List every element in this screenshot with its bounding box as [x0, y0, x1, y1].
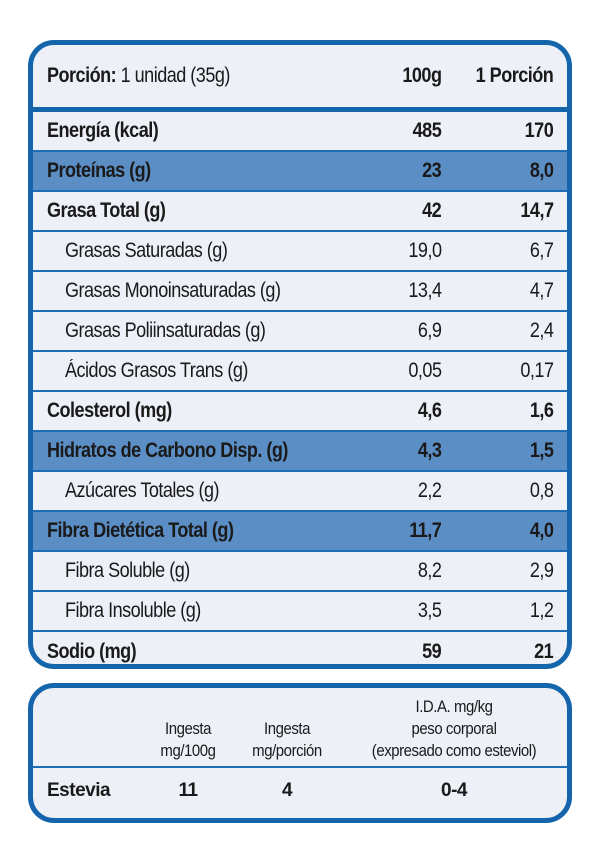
value-portion: 8,0 — [529, 159, 553, 182]
value-100g: 4,6 — [417, 399, 441, 422]
value-100g: 19,0 — [407, 239, 442, 262]
row-label: Grasas Saturadas (g) — [65, 239, 228, 262]
table-header: Porción: 1 unidad (35g) 100g 1 Porción — [33, 45, 567, 112]
value-portion: 14,7 — [519, 199, 554, 222]
value-portion: 170 — [524, 119, 553, 142]
table-row-fibra-dietetica: Fibra Dietética Total (g) 11,7 4,0 — [33, 512, 567, 552]
row-label: Colesterol (mg) — [47, 399, 172, 422]
row-label: Proteínas (g) — [47, 159, 151, 182]
value-100g: 485 — [412, 119, 441, 142]
value-100g: 13,4 — [407, 279, 442, 302]
table-row-energia: Energía (kcal) 485 170 — [33, 112, 567, 152]
col-header-ingesta-100g: Ingesta mg/100g — [160, 719, 216, 760]
table-row-grasas-saturadas: Grasas Saturadas (g) 19,0 6,7 — [33, 232, 567, 272]
row-label: Hidratos de Carbono Disp. (g) — [47, 439, 288, 462]
value-100g: 23 — [421, 159, 442, 182]
value-portion: 2,9 — [529, 559, 553, 582]
value-portion: 1,2 — [529, 599, 553, 622]
table-row-sodio: Sodio (mg) 59 21 — [33, 632, 567, 664]
value-100g: 4,3 — [417, 439, 441, 462]
table-row-grasas-monoinsaturadas: Grasas Monoinsaturadas (g) 13,4 4,7 — [33, 272, 567, 312]
col-header-ida: I.D.A. mg/kg peso corporal (expresado co… — [371, 697, 537, 760]
table-row-acidos-grasos-trans: Ácidos Grasos Trans (g) 0,05 0,17 — [33, 352, 567, 392]
row-label: Grasas Poliinsaturadas (g) — [65, 319, 266, 342]
row-label: Ácidos Grasos Trans (g) — [65, 359, 248, 382]
table-row-azucares-totales: Azúcares Totales (g) 2,2 0,8 — [33, 472, 567, 512]
row-label: Energía (kcal) — [47, 119, 159, 142]
table-row-grasa-total: Grasa Total (g) 42 14,7 — [33, 192, 567, 232]
sweetener-mg-portion: 4 — [281, 779, 293, 801]
value-100g: 8,2 — [417, 559, 441, 582]
value-100g: 59 — [421, 640, 442, 663]
sweetener-table-header: Ingesta mg/100g Ingesta mg/porción I.D.A… — [33, 688, 567, 768]
col-header-ingesta-porcion: Ingesta mg/porción — [252, 719, 322, 760]
row-label: Fibra Dietética Total (g) — [47, 519, 234, 542]
row-label: Grasas Monoinsaturadas (g) — [65, 279, 281, 302]
value-100g: 3,5 — [417, 599, 441, 622]
value-portion: 21 — [533, 640, 554, 663]
value-portion: 4,7 — [529, 279, 553, 302]
value-portion: 4,0 — [529, 519, 553, 542]
value-portion: 1,5 — [529, 439, 553, 462]
value-100g: 11,7 — [408, 519, 442, 542]
row-label: Fibra Insoluble (g) — [65, 599, 201, 622]
table-row-colesterol: Colesterol (mg) 4,6 1,6 — [33, 392, 567, 432]
table-row-grasas-poliinsaturadas: Grasas Poliinsaturadas (g) 6,9 2,4 — [33, 312, 567, 352]
table-row-fibra-soluble: Fibra Soluble (g) 8,2 2,9 — [33, 552, 567, 592]
table-row-proteinas: Proteínas (g) 23 8,0 — [33, 152, 567, 192]
col-header-portion: 1 Porción — [475, 64, 553, 87]
sweetener-row-estevia: Estevia 11 4 0-4 — [33, 768, 567, 813]
col-header-100g: 100g — [401, 64, 442, 87]
row-label: Fibra Soluble (g) — [65, 559, 190, 582]
value-portion: 0,8 — [529, 479, 553, 502]
portion-value: 1 unidad (35g) — [116, 64, 231, 87]
nutrition-facts-table: Porción: 1 unidad (35g) 100g 1 Porción E… — [28, 40, 572, 669]
value-portion: 2,4 — [529, 319, 553, 342]
row-label: Sodio (mg) — [47, 640, 137, 663]
value-100g: 2,2 — [417, 479, 441, 502]
sweetener-mg-100g: 11 — [178, 779, 198, 801]
sweetener-table: Ingesta mg/100g Ingesta mg/porción I.D.A… — [28, 683, 572, 823]
value-100g: 0,05 — [407, 359, 442, 382]
table-row-hidratos-carbono: Hidratos de Carbono Disp. (g) 4,3 1,5 — [33, 432, 567, 472]
value-100g: 6,9 — [417, 319, 441, 342]
sweetener-ida: 0-4 — [441, 779, 467, 801]
value-portion: 0,17 — [519, 359, 554, 382]
sweetener-name: Estevia — [47, 779, 111, 801]
value-portion: 1,6 — [529, 399, 553, 422]
row-label: Grasa Total (g) — [47, 199, 166, 222]
row-label: Azúcares Totales (g) — [65, 479, 219, 502]
value-portion: 6,7 — [529, 239, 553, 262]
table-row-fibra-insoluble: Fibra Insoluble (g) 3,5 1,2 — [33, 592, 567, 632]
portion-label: Porción: — [47, 64, 117, 87]
value-100g: 42 — [421, 199, 442, 222]
